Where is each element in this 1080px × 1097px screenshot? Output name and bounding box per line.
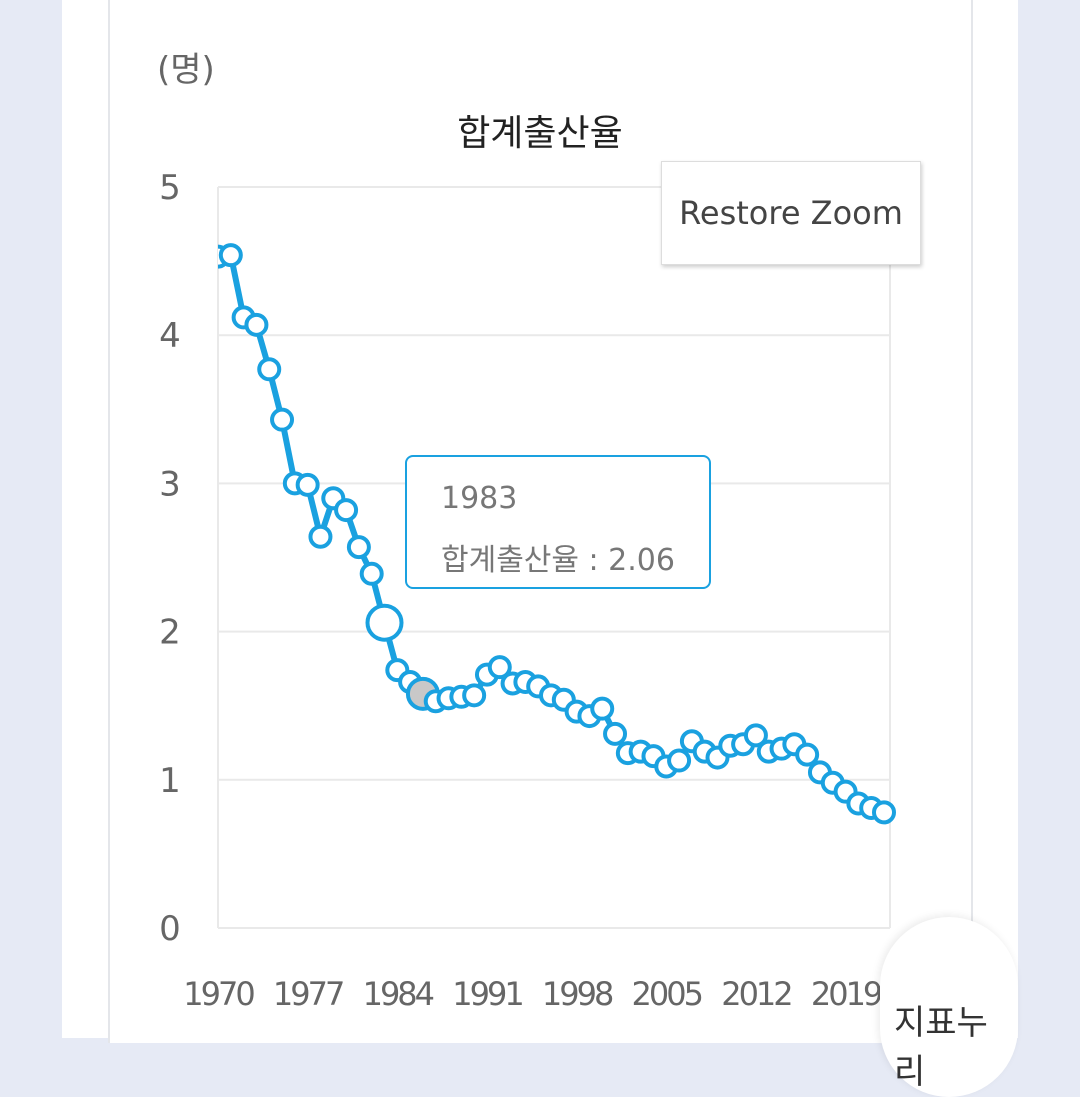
data-point[interactable] — [487, 655, 512, 680]
tooltip-value: 합계출산율 : 2.06 — [441, 543, 675, 578]
x-tick-label: 2005 — [632, 975, 702, 1013]
data-point[interactable] — [365, 603, 404, 642]
indicator-nuri-button[interactable]: 지표누리 — [880, 917, 1018, 1097]
y-tick-label: 2 — [159, 613, 181, 653]
data-point[interactable] — [603, 721, 628, 746]
data-point[interactable] — [244, 312, 269, 337]
x-tick-label: 2012 — [721, 975, 791, 1013]
x-tick-label: 2019 — [811, 975, 882, 1013]
data-point[interactable] — [257, 357, 282, 382]
data-point[interactable] — [359, 561, 384, 586]
restore-zoom-button[interactable]: Restore Zoom — [661, 161, 921, 265]
data-point[interactable] — [872, 800, 896, 825]
data-point[interactable] — [270, 407, 295, 432]
data-point[interactable] — [667, 748, 692, 773]
data-point[interactable] — [218, 243, 243, 268]
y-tick-label: 1 — [159, 761, 181, 801]
x-tick-label: 1977 — [273, 975, 343, 1013]
data-point[interactable] — [590, 696, 615, 721]
y-tick-label: 0 — [159, 909, 181, 949]
tooltip: 1983 합계출산율 : 2.06 — [405, 455, 711, 589]
x-tick-label: 1970 — [183, 975, 254, 1013]
badge-label: 지표누리 — [894, 1003, 988, 1092]
y-tick-label: 4 — [159, 316, 181, 356]
y-tick-label: 3 — [159, 464, 181, 504]
chart-title: 합계출산율 — [457, 113, 623, 154]
x-tick-label: 1991 — [452, 975, 522, 1013]
y-tick-label: 5 — [159, 168, 181, 208]
x-tick-label: 1984 — [363, 975, 434, 1013]
x-tick-label: 1998 — [542, 975, 613, 1013]
data-point[interactable] — [295, 472, 320, 497]
tooltip-year: 1983 — [441, 481, 518, 516]
data-point[interactable] — [795, 742, 820, 767]
data-point[interactable] — [334, 498, 359, 523]
data-point[interactable] — [743, 723, 768, 748]
data-point[interactable] — [346, 535, 371, 560]
data-point[interactable] — [308, 524, 333, 549]
line-chart: 0 1 2 3 4 5 1970 1977 1984 1991 1998 2005 2012 2019 — [159, 168, 896, 1013]
y-axis-unit: (명) — [157, 50, 215, 90]
data-point[interactable] — [462, 683, 487, 708]
